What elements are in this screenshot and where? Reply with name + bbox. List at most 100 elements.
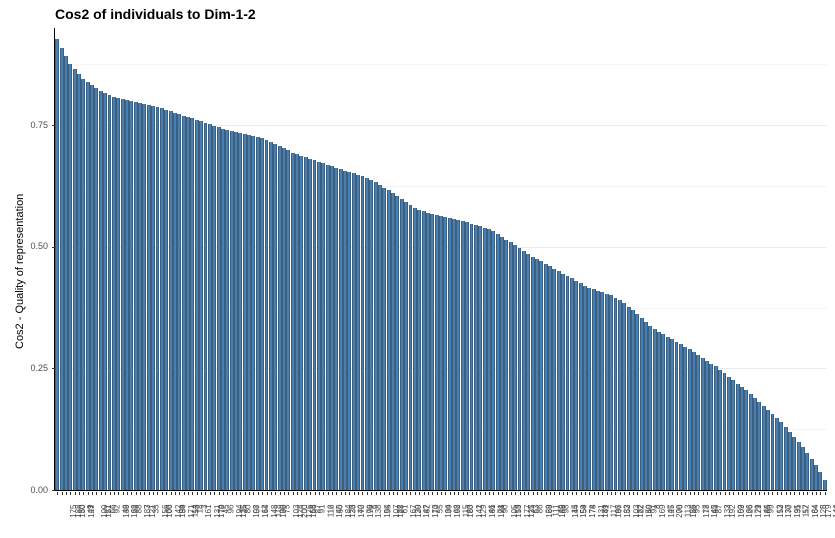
- x-tick-mark: [454, 492, 455, 495]
- bar: [500, 237, 504, 490]
- x-tick-label: 35: [152, 505, 161, 514]
- x-tick-mark: [659, 492, 660, 495]
- x-tick-mark: [650, 492, 651, 495]
- x-tick-mark: [663, 492, 664, 495]
- y-tick-label: 0.25: [18, 363, 48, 373]
- bar: [535, 259, 539, 490]
- x-tick-mark: [415, 492, 416, 495]
- bar: [788, 432, 792, 490]
- x-tick-mark: [153, 492, 154, 495]
- bar: [635, 314, 639, 490]
- x-tick-mark: [66, 492, 67, 495]
- bar: [121, 99, 125, 490]
- x-tick-mark: [502, 492, 503, 495]
- bar: [321, 163, 325, 490]
- x-tick-mark: [576, 492, 577, 495]
- y-tick-label: 0.75: [18, 120, 48, 130]
- bar: [81, 79, 85, 490]
- bar: [387, 190, 391, 490]
- x-tick-mark: [240, 492, 241, 495]
- bar: [147, 105, 151, 490]
- bar: [334, 168, 338, 490]
- bar: [692, 352, 696, 490]
- x-tick-mark: [533, 492, 534, 495]
- x-tick-mark: [437, 492, 438, 495]
- x-tick-mark: [668, 492, 669, 495]
- bar: [448, 218, 452, 490]
- x-tick-mark: [546, 492, 547, 495]
- x-tick-mark: [572, 492, 573, 495]
- x-tick-mark: [520, 492, 521, 495]
- x-tick-mark: [428, 492, 429, 495]
- x-tick-mark: [602, 492, 603, 495]
- x-tick-mark: [223, 492, 224, 495]
- x-tick-mark: [707, 492, 708, 495]
- x-tick-mark: [70, 492, 71, 495]
- bar: [221, 129, 225, 490]
- x-tick-label: 33: [623, 505, 632, 514]
- x-tick-mark: [541, 492, 542, 495]
- x-tick-mark: [393, 492, 394, 495]
- bar: [326, 165, 330, 490]
- bar: [422, 211, 426, 490]
- x-tick-mark: [140, 492, 141, 495]
- bar: [823, 480, 827, 490]
- bar: [522, 251, 526, 490]
- x-tick-mark: [123, 492, 124, 495]
- x-tick-mark: [733, 492, 734, 495]
- bar: [204, 123, 208, 490]
- bar: [814, 465, 818, 490]
- x-tick-mark: [75, 492, 76, 495]
- bar: [112, 97, 116, 490]
- x-tick-mark: [92, 492, 93, 495]
- x-tick-mark: [249, 492, 250, 495]
- x-tick-mark: [332, 492, 333, 495]
- bar: [600, 292, 604, 490]
- x-tick-mark: [262, 492, 263, 495]
- bar: [496, 234, 500, 490]
- bar: [182, 116, 186, 490]
- x-tick-mark: [672, 492, 673, 495]
- x-tick-label: 57: [802, 505, 811, 514]
- x-tick-mark: [267, 492, 268, 495]
- bar: [801, 447, 805, 490]
- bar: [435, 215, 439, 490]
- x-tick-mark: [297, 492, 298, 495]
- x-tick-mark: [258, 492, 259, 495]
- x-tick-mark: [515, 492, 516, 495]
- x-tick-mark: [171, 492, 172, 495]
- bar: [470, 224, 474, 491]
- x-tick-mark: [528, 492, 529, 495]
- x-tick-mark: [96, 492, 97, 495]
- y-axis-label: Cos2 - Quality of representation: [14, 194, 26, 349]
- bar: [544, 264, 548, 490]
- bar: [260, 138, 264, 490]
- x-tick-label: 75: [283, 505, 292, 514]
- x-tick-mark: [703, 492, 704, 495]
- x-tick-label: 84: [178, 505, 187, 514]
- bar: [160, 108, 164, 490]
- x-tick-mark: [179, 492, 180, 495]
- bar: [504, 240, 508, 490]
- bar: [295, 154, 299, 490]
- bar: [151, 106, 155, 490]
- bar: [286, 150, 290, 490]
- x-tick-mark: [341, 492, 342, 495]
- bar: [347, 172, 351, 490]
- x-tick-label: 23: [466, 505, 475, 514]
- bar: [810, 459, 814, 490]
- x-tick-mark: [637, 492, 638, 495]
- bar: [766, 410, 770, 490]
- bar: [548, 266, 552, 490]
- x-tick-label: 95: [383, 505, 392, 514]
- bar: [291, 153, 295, 491]
- bar: [675, 342, 679, 490]
- bar: [792, 437, 796, 490]
- x-tick-mark: [742, 492, 743, 495]
- bar: [378, 185, 382, 490]
- x-tick-mark: [807, 492, 808, 495]
- x-tick-mark: [725, 492, 726, 495]
- x-tick-mark: [633, 492, 634, 495]
- bar: [230, 131, 234, 490]
- x-tick-mark: [506, 492, 507, 495]
